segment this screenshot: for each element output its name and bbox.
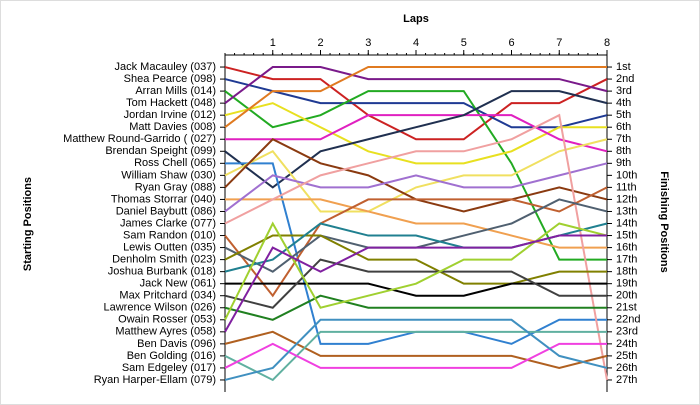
starting-driver-label: Ben Golding (016) <box>127 350 216 362</box>
y2-tick-label: 24th <box>616 338 637 350</box>
driver-line <box>224 138 608 213</box>
driver-line <box>224 330 607 382</box>
x-tick-label: 6 <box>508 37 514 49</box>
y2-tick-label: 6th <box>616 121 631 133</box>
driver-line <box>224 162 608 213</box>
y2-tick-label: 2nd <box>616 73 634 85</box>
y2-tick-label: 22nd <box>616 314 640 326</box>
y2-tick-label: 12th <box>616 193 637 205</box>
y2-tick-label: 27th <box>616 374 637 386</box>
driver-line <box>224 66 608 141</box>
y2-tick-label: 23rd <box>616 326 638 338</box>
y2-tick-label: 11th <box>616 181 637 193</box>
starting-driver-label: Arran Mills (014) <box>135 85 216 97</box>
plot-area: 1 2 3 4 5 6 7 81st2nd3rd4th5th6th7th8th9th10th1… <box>63 37 640 392</box>
starting-driver-label: Matthew Ayres (058) <box>115 326 216 338</box>
driver-line <box>224 66 607 129</box>
x-tick-label: 5 <box>461 37 467 49</box>
starting-driver-label: Tom Hackett (048) <box>126 97 216 109</box>
y2-tick-label: 9th <box>616 157 631 169</box>
starting-driver-label: Matt Davies (008) <box>129 121 216 133</box>
y2-tick-label: 5th <box>616 109 631 121</box>
driver-line <box>224 90 607 261</box>
x-tick-label: 7 <box>556 37 562 49</box>
x-tick-label: 8 <box>604 37 610 49</box>
y2-axis-title: Finishing Positions <box>658 171 670 272</box>
starting-driver-label: Lawrence Wilson (026) <box>104 302 217 314</box>
starting-driver-label: Owain Rosser (053) <box>118 314 216 326</box>
x-tick-label: 2 <box>317 37 323 49</box>
driver-line <box>225 114 608 153</box>
driver-line <box>224 221 608 321</box>
y2-tick-label: 17th <box>616 254 637 266</box>
starting-driver-label: Brendan Speight (099) <box>105 145 216 157</box>
driver-line <box>224 318 608 381</box>
driver-line <box>224 258 607 309</box>
y2-tick-label: 15th <box>616 229 637 241</box>
starting-driver-label: Jack Macauley (037) <box>115 61 217 73</box>
driver-line <box>225 198 607 249</box>
starting-driver-label: James Clarke (077) <box>120 217 216 229</box>
y2-tick-label: 7th <box>616 133 631 145</box>
driver-line <box>224 90 608 189</box>
starting-driver-label: Daniel Baybutt (086) <box>116 205 216 217</box>
driver-line <box>224 234 607 333</box>
y2-tick-label: 10th <box>616 169 637 181</box>
starting-driver-label: Ryan Harper-Ellam (079) <box>94 374 216 386</box>
driver-line <box>224 66 608 104</box>
starting-driver-label: Denholm Smith (023) <box>112 254 216 266</box>
starting-driver-label: Lewis Outten (035) <box>123 241 216 253</box>
starting-driver-label: Ross Chell (065) <box>134 157 216 169</box>
driver-line <box>224 330 608 369</box>
driver-line <box>224 113 608 381</box>
y2-tick-label: 21st <box>616 302 637 314</box>
y2-tick-label: 8th <box>616 145 631 157</box>
starting-driver-label: Ryan Gray (088) <box>135 181 216 193</box>
starting-driver-label: Shea Pearce (098) <box>124 73 216 85</box>
starting-driver-label: Thomas Storrar (040) <box>111 193 216 205</box>
driver-line <box>224 102 607 165</box>
driver-line <box>225 282 607 297</box>
y2-tick-label: 18th <box>616 266 637 278</box>
x-tick-label: 3 <box>365 37 371 49</box>
x-axis-title: Laps <box>403 13 429 25</box>
y2-tick-label: 19th <box>616 278 637 290</box>
starting-driver-label: Sam Randon (010) <box>123 229 216 241</box>
y2-tick-label: 13th <box>616 205 637 217</box>
starting-driver-label: William Shaw (030) <box>121 169 216 181</box>
driver-line <box>224 78 608 129</box>
y2-tick-label: 3rd <box>616 85 632 97</box>
starting-driver-label: Max Pritchard (034) <box>119 290 216 302</box>
starting-driver-label: Joshua Burbank (018) <box>108 266 216 278</box>
starting-driver-label: Sam Edgeley (017) <box>122 362 216 374</box>
y2-tick-label: 14th <box>616 217 637 229</box>
starting-driver-label: Ben Davis (096) <box>137 338 216 350</box>
y2-tick-label: 4th <box>616 97 631 109</box>
driver-line <box>224 234 607 285</box>
y2-tick-label: 26th <box>616 362 637 374</box>
y2-tick-label: 1st <box>616 61 631 73</box>
starting-driver-label: Jack New (061) <box>140 278 216 290</box>
x-tick-label: 1 <box>270 37 276 49</box>
starting-driver-label: Matthew Round-Garrido ( (027) <box>63 133 216 145</box>
y2-tick-label: 20th <box>616 290 637 302</box>
y-axis-title: Starting Positions <box>22 177 34 271</box>
x-tick-label: 4 <box>413 37 419 49</box>
y2-tick-label: 16th <box>616 241 637 253</box>
driver-line <box>224 294 607 321</box>
starting-driver-label: Jordan Irvine (012) <box>124 109 216 121</box>
y2-tick-label: 25th <box>616 350 637 362</box>
